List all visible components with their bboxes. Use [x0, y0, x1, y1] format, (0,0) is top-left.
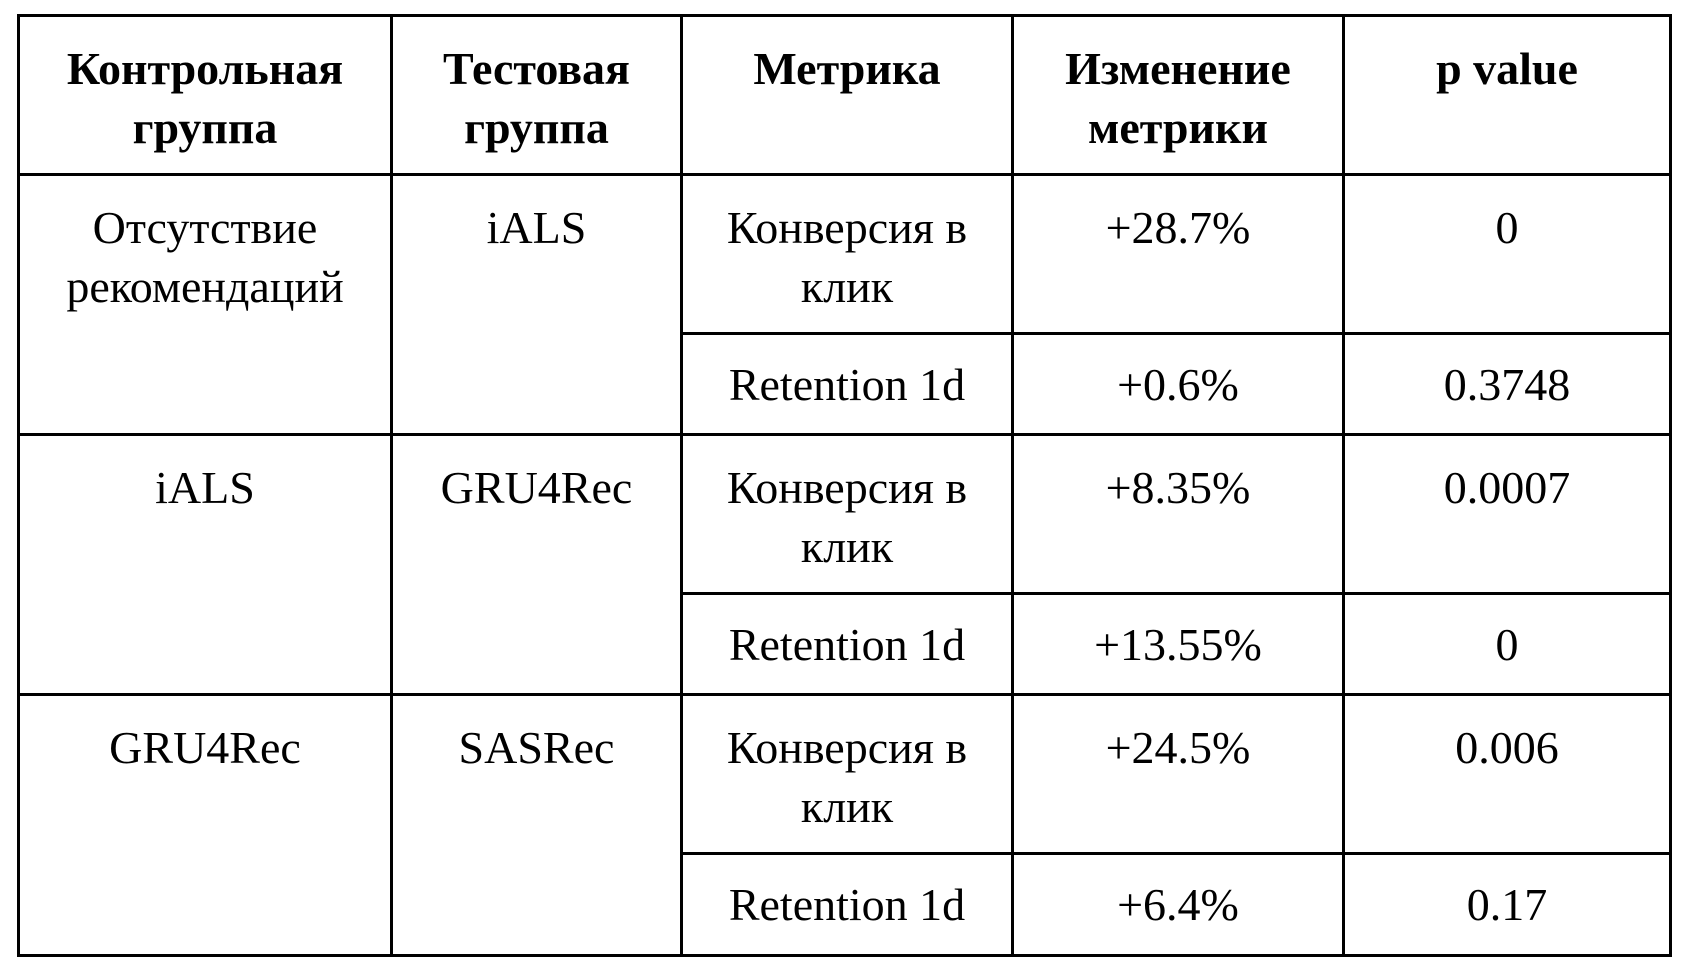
test-group-cell: GRU4Rec [390, 433, 683, 696]
header-row: Контрольная группа Тестовая группа Метри… [17, 14, 1672, 176]
test-group-cell: SASRec [390, 693, 683, 957]
p-value-cell: 0 [1342, 173, 1672, 335]
p-value-cell: 0.3748 [1342, 332, 1672, 436]
control-group-cell: GRU4Rec [17, 693, 393, 957]
table-row: GRU4Rec SASRec Конверсия в клик +24.5% 0… [17, 693, 1672, 957]
control-group-cell: iALS [17, 433, 393, 696]
table-row: Retention 1d +6.4% 0.17 [19, 852, 1672, 957]
header-metric-change: Изменение метрики [1011, 14, 1345, 176]
header-test-group: Тестовая группа [390, 14, 683, 176]
p-value-cell: 0.0007 [1342, 433, 1672, 595]
p-value-cell: 0.006 [1342, 693, 1672, 855]
metric-change-cell: +13.55% [1011, 592, 1345, 696]
metric-cell: Конверсия в клик [680, 693, 1014, 855]
test-group-cell: iALS [390, 173, 683, 436]
metric-change-cell: +28.7% [1011, 173, 1345, 335]
table-row: Retention 1d +0.6% 0.3748 [19, 332, 1672, 436]
metric-cell: Retention 1d [680, 332, 1014, 436]
metric-cell: Конверсия в клик [680, 433, 1014, 595]
table-row: iALS GRU4Rec Конверсия в клик +8.35% 0.0… [17, 433, 1672, 696]
metric-cell: Retention 1d [680, 852, 1014, 957]
metric-change-cell: +6.4% [1011, 852, 1345, 957]
ab-test-results-table: Контрольная группа Тестовая группа Метри… [17, 14, 1672, 957]
metric-change-cell: +8.35% [1011, 433, 1345, 595]
metric-cell: Конверсия в клик [680, 173, 1014, 335]
header-p-value: p value [1342, 14, 1672, 176]
p-value-cell: 0 [1342, 592, 1672, 696]
header-metric: Метрика [680, 14, 1014, 176]
p-value-cell: 0.17 [1342, 852, 1672, 957]
table-row: Отсутствие рекомендаций iALS Конверсия в… [17, 173, 1672, 436]
metric-cell: Retention 1d [680, 592, 1014, 696]
metric-change-cell: +24.5% [1011, 693, 1345, 855]
metric-change-cell: +0.6% [1011, 332, 1345, 436]
control-group-cell: Отсутствие рекомендаций [17, 173, 393, 436]
table-row: Retention 1d +13.55% 0 [19, 592, 1672, 696]
header-control-group: Контрольная группа [17, 14, 393, 176]
